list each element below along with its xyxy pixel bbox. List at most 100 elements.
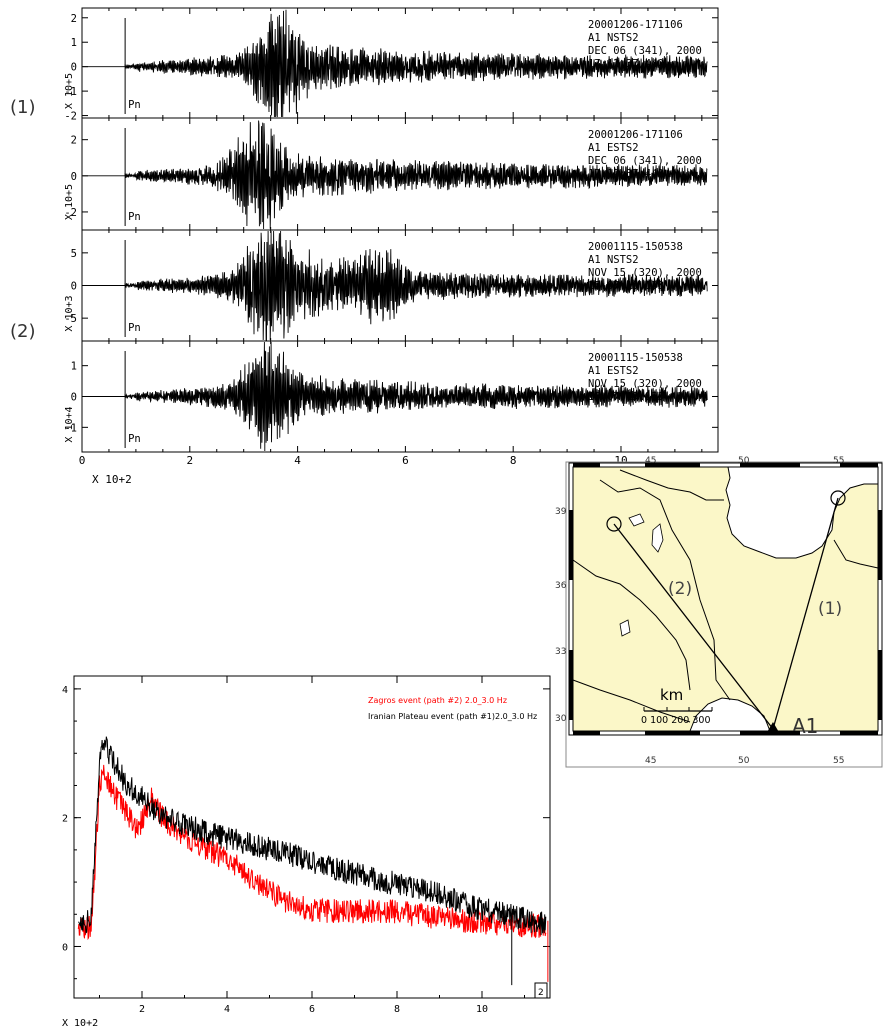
caspian-sea (725, 466, 879, 559)
corner-label: 2 (538, 988, 544, 998)
trace-scale-label: X 10+5 (64, 184, 75, 220)
y-tick-label: 0 (71, 392, 77, 404)
event-date: NOV 15 (320), 2000 (588, 267, 702, 279)
y-tick-label: 2 (71, 135, 77, 147)
path-line-1 (772, 497, 839, 730)
series-line-1 (78, 736, 547, 936)
y-tick-label: -2 (64, 207, 77, 219)
frame-stripe (878, 510, 882, 580)
y-tick-label: 1 (71, 361, 77, 373)
y-tick-label: 0 (71, 62, 77, 74)
pn-label: Pn (128, 99, 141, 111)
x-tick-label: 2 (139, 1004, 145, 1015)
y-tick-label: -5 (64, 313, 77, 325)
y-tick-label: 2 (71, 13, 77, 25)
y-tick-label: 0 (71, 171, 77, 183)
map-left-tick: 30 (555, 714, 567, 724)
lake-small (619, 619, 631, 637)
path-label-2: (2) (668, 579, 692, 599)
map-bottom-tick: 45 (645, 756, 656, 766)
border-line (833, 539, 879, 569)
y-tick-label: 1 (71, 37, 77, 49)
map-top-tick: 50 (738, 456, 750, 466)
frame-stripe (569, 510, 573, 580)
lake-van (628, 513, 645, 527)
y-tick-label: 5 (71, 248, 77, 260)
frame-stripe (569, 650, 573, 720)
y-tick-label: 2 (62, 814, 68, 825)
border-line (599, 479, 731, 701)
envelope-chart: 2 4 6 8 10 4 2 0 Zagros event (path #2) 2.0_3.0… (62, 675, 551, 1029)
legend-entry-zagros: Zagros event (path #2) 2.0_3.0 Hz (368, 696, 507, 705)
map-outer-frame (568, 462, 883, 736)
waveform (83, 341, 708, 452)
x-tick-label: 8 (510, 454, 517, 467)
x-tick-label: 2 (186, 454, 193, 467)
envelope-plot-frame (73, 675, 551, 999)
map-bottom-tick: 55 (833, 756, 844, 766)
x-tick-label: 6 (402, 454, 409, 467)
path-label-1: (1) (818, 599, 842, 619)
persian-gulf (689, 697, 771, 732)
station-channel: A1 ESTS2 (588, 142, 639, 154)
event-date: NOV 15 (320), 2000 (588, 378, 702, 390)
trace-scale-label: X 10+3 (64, 295, 75, 331)
pn-label: Pn (128, 211, 141, 223)
event-time: 17:12:37.440 (588, 58, 664, 70)
scale-title: km (660, 686, 683, 704)
station-channel: A1 ESTS2 (588, 365, 639, 377)
group-label-2: (2) (10, 321, 36, 342)
event-marker-2 (606, 516, 622, 532)
x-tick-label: 0 (79, 454, 86, 467)
trace-scale-label: X 10+4 (64, 406, 75, 442)
waveform (83, 9, 708, 118)
y-tick-label: 0 (62, 942, 68, 953)
event-id: 20001206-171106 (588, 129, 683, 141)
frame-stripe (840, 731, 878, 735)
y-tick-label: -1 (64, 86, 77, 98)
border-line (572, 679, 691, 723)
event-id: 20001206-171106 (588, 19, 683, 31)
station-channel: A1 NSTS2 (588, 32, 639, 44)
map-bottom-tick: 50 (738, 756, 750, 766)
frame-stripe (573, 463, 600, 467)
map-panel: (2) (1) A1 km 0 100 200 300 45 50 55 45 … (555, 456, 883, 768)
seismogram-x-multiplier: X 10+2 (92, 473, 132, 486)
x-tick-label: 6 (309, 1004, 315, 1015)
event-time: 15:07:19.133 (588, 280, 664, 292)
map-left-tick: 39 (555, 507, 567, 517)
map-top-tick: 55 (833, 456, 844, 466)
envelope-x-label: X 10+2 (62, 1018, 98, 1029)
scale-ticks: 0 100 200 300 (641, 715, 711, 726)
frame-stripe (645, 463, 700, 467)
path-line-2 (613, 523, 774, 730)
station-channel: A1 NSTS2 (588, 254, 639, 266)
map-left-tick: 36 (555, 581, 567, 591)
event-date: DEC 06 (341), 2000 (588, 155, 702, 167)
pn-label: Pn (128, 322, 141, 334)
waveform (83, 230, 708, 341)
frame-stripe (840, 463, 878, 467)
map-left-tick: 33 (555, 647, 566, 657)
corner-box (534, 982, 548, 999)
map-frame (568, 462, 883, 736)
event-time: 17:12:37.440 (588, 168, 664, 180)
border-line (572, 559, 691, 691)
lake-urmia (651, 523, 664, 553)
event-time: 15:07:19.133 (588, 391, 664, 403)
frame-stripe (740, 731, 800, 735)
event-date: DEC 06 (341), 2000 (588, 45, 702, 57)
event-id: 20001115-150538 (588, 241, 683, 253)
border-line (619, 469, 724, 501)
pn-label: Pn (128, 433, 141, 445)
x-tick-label: 4 (224, 1004, 230, 1015)
seismogram-panel: (1) (2) 210-1-2X 10+5 Pn20001206-171106A1… (10, 7, 719, 486)
event-id: 20001115-150538 (588, 352, 683, 364)
trace-scale-label: X 10+5 (64, 73, 75, 109)
y-tick-label: 4 (62, 685, 68, 696)
